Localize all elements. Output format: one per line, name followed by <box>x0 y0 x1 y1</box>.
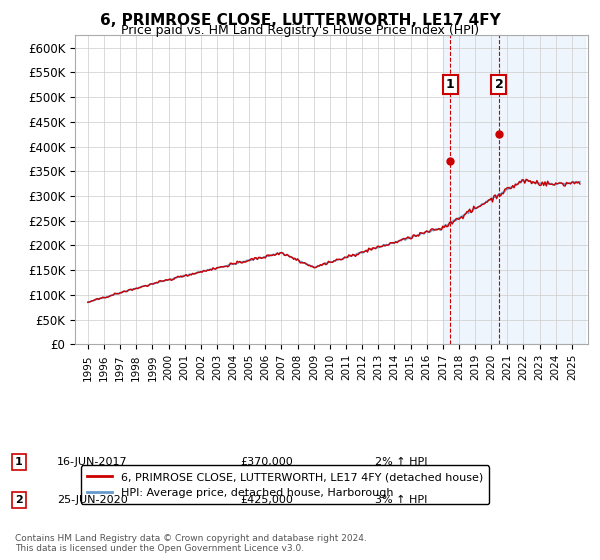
Text: £425,000: £425,000 <box>240 495 293 505</box>
Text: £370,000: £370,000 <box>240 457 293 467</box>
Text: 16-JUN-2017: 16-JUN-2017 <box>57 457 128 467</box>
Text: Price paid vs. HM Land Registry's House Price Index (HPI): Price paid vs. HM Land Registry's House … <box>121 24 479 37</box>
Legend: 6, PRIMROSE CLOSE, LUTTERWORTH, LE17 4FY (detached house), HPI: Average price, d: 6, PRIMROSE CLOSE, LUTTERWORTH, LE17 4FY… <box>80 465 490 504</box>
Text: Contains HM Land Registry data © Crown copyright and database right 2024.
This d: Contains HM Land Registry data © Crown c… <box>15 534 367 553</box>
Text: 3% ↑ HPI: 3% ↑ HPI <box>375 495 427 505</box>
Text: 2: 2 <box>15 495 23 505</box>
Bar <box>443 35 585 344</box>
Text: 2% ↑ HPI: 2% ↑ HPI <box>375 457 427 467</box>
Text: 2: 2 <box>494 78 503 91</box>
Text: 25-JUN-2020: 25-JUN-2020 <box>57 495 128 505</box>
Text: 1: 1 <box>15 457 23 467</box>
Text: 1: 1 <box>446 78 455 91</box>
Text: 6, PRIMROSE CLOSE, LUTTERWORTH, LE17 4FY: 6, PRIMROSE CLOSE, LUTTERWORTH, LE17 4FY <box>100 13 500 28</box>
